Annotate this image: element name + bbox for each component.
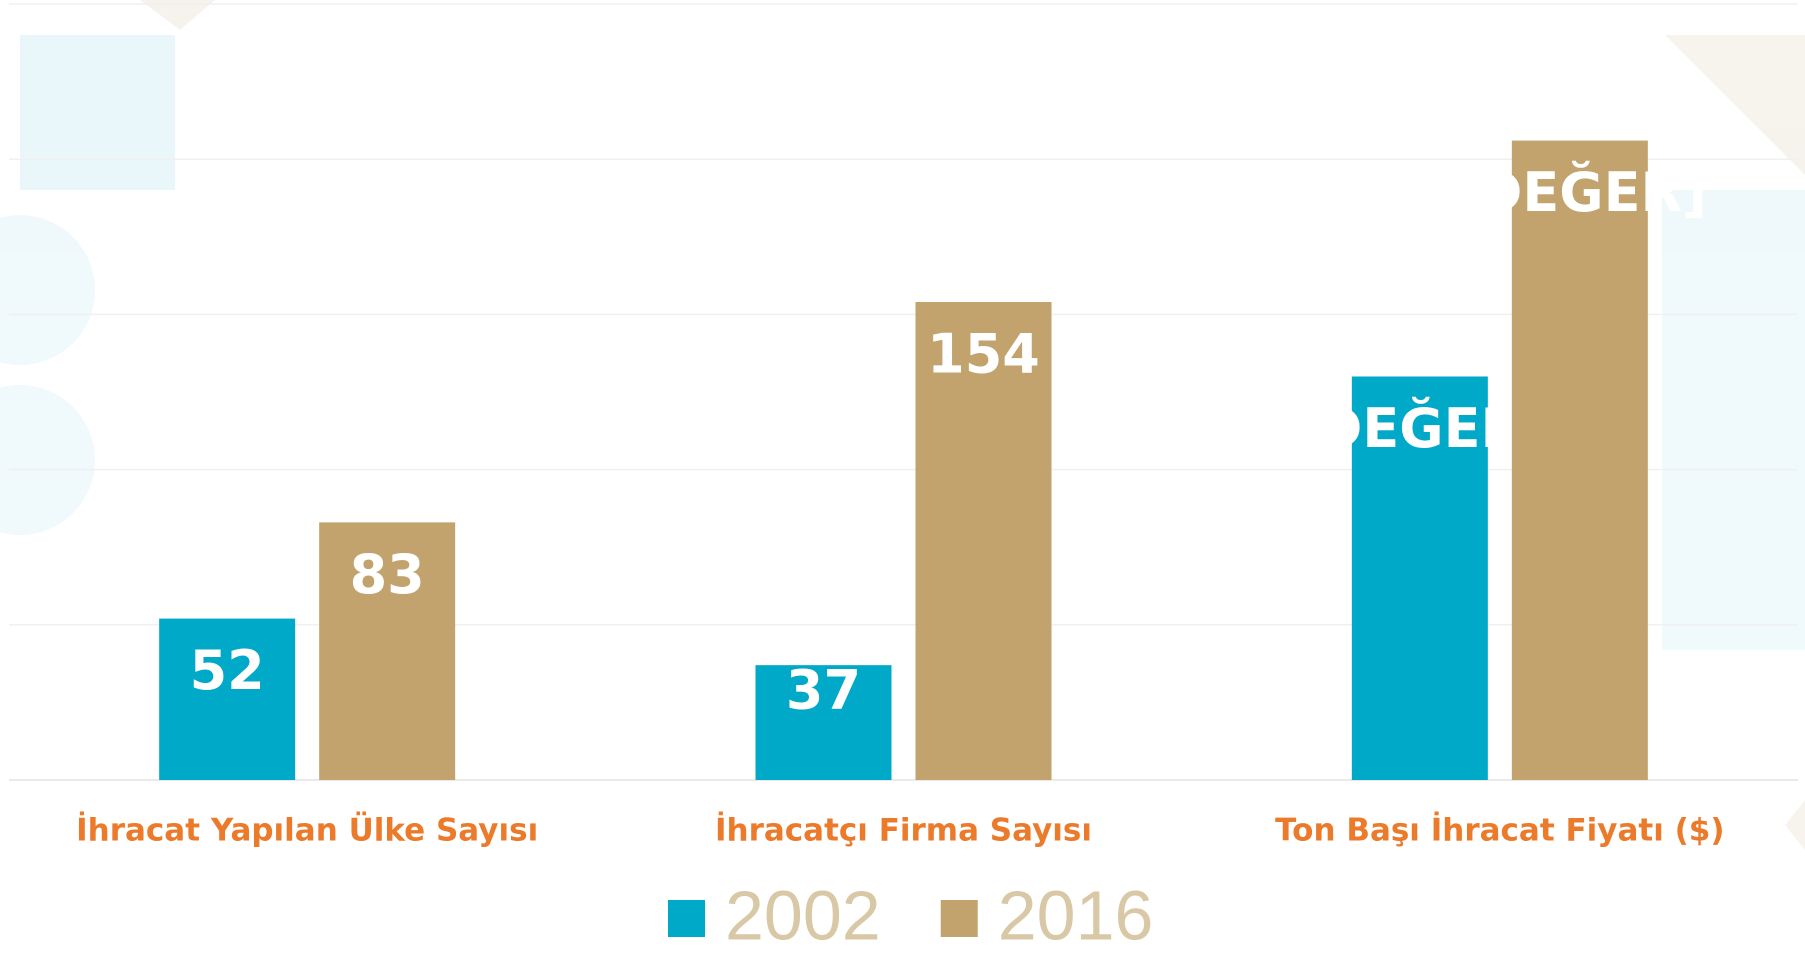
- value-label: [DEĞER]: [1293, 397, 1547, 460]
- bar: [319, 522, 456, 780]
- legend-label: 2016: [998, 876, 1154, 954]
- value-label: 52: [190, 639, 265, 702]
- bar: [915, 301, 1052, 780]
- legend-swatch: [940, 900, 978, 937]
- value-label: 37: [786, 659, 861, 722]
- bar: [1351, 376, 1488, 780]
- background-decoration: [0, 0, 1805, 850]
- value-label: 154: [927, 323, 1040, 386]
- bar: [755, 665, 892, 780]
- bar: [1511, 140, 1648, 781]
- legend-label: 2002: [725, 876, 881, 954]
- legend-swatch: [668, 900, 705, 937]
- value-label: [DEĞER]: [1453, 161, 1707, 224]
- x-tick-label: İhracatçı Firma Sayısı: [715, 813, 1092, 849]
- bar: [159, 618, 296, 780]
- value-label: 83: [350, 543, 425, 606]
- x-tick-label: Ton Başı İhracat Fiyatı ($): [1275, 813, 1724, 849]
- x-tick-label: İhracat Yapılan Ülke Sayısı: [76, 812, 538, 849]
